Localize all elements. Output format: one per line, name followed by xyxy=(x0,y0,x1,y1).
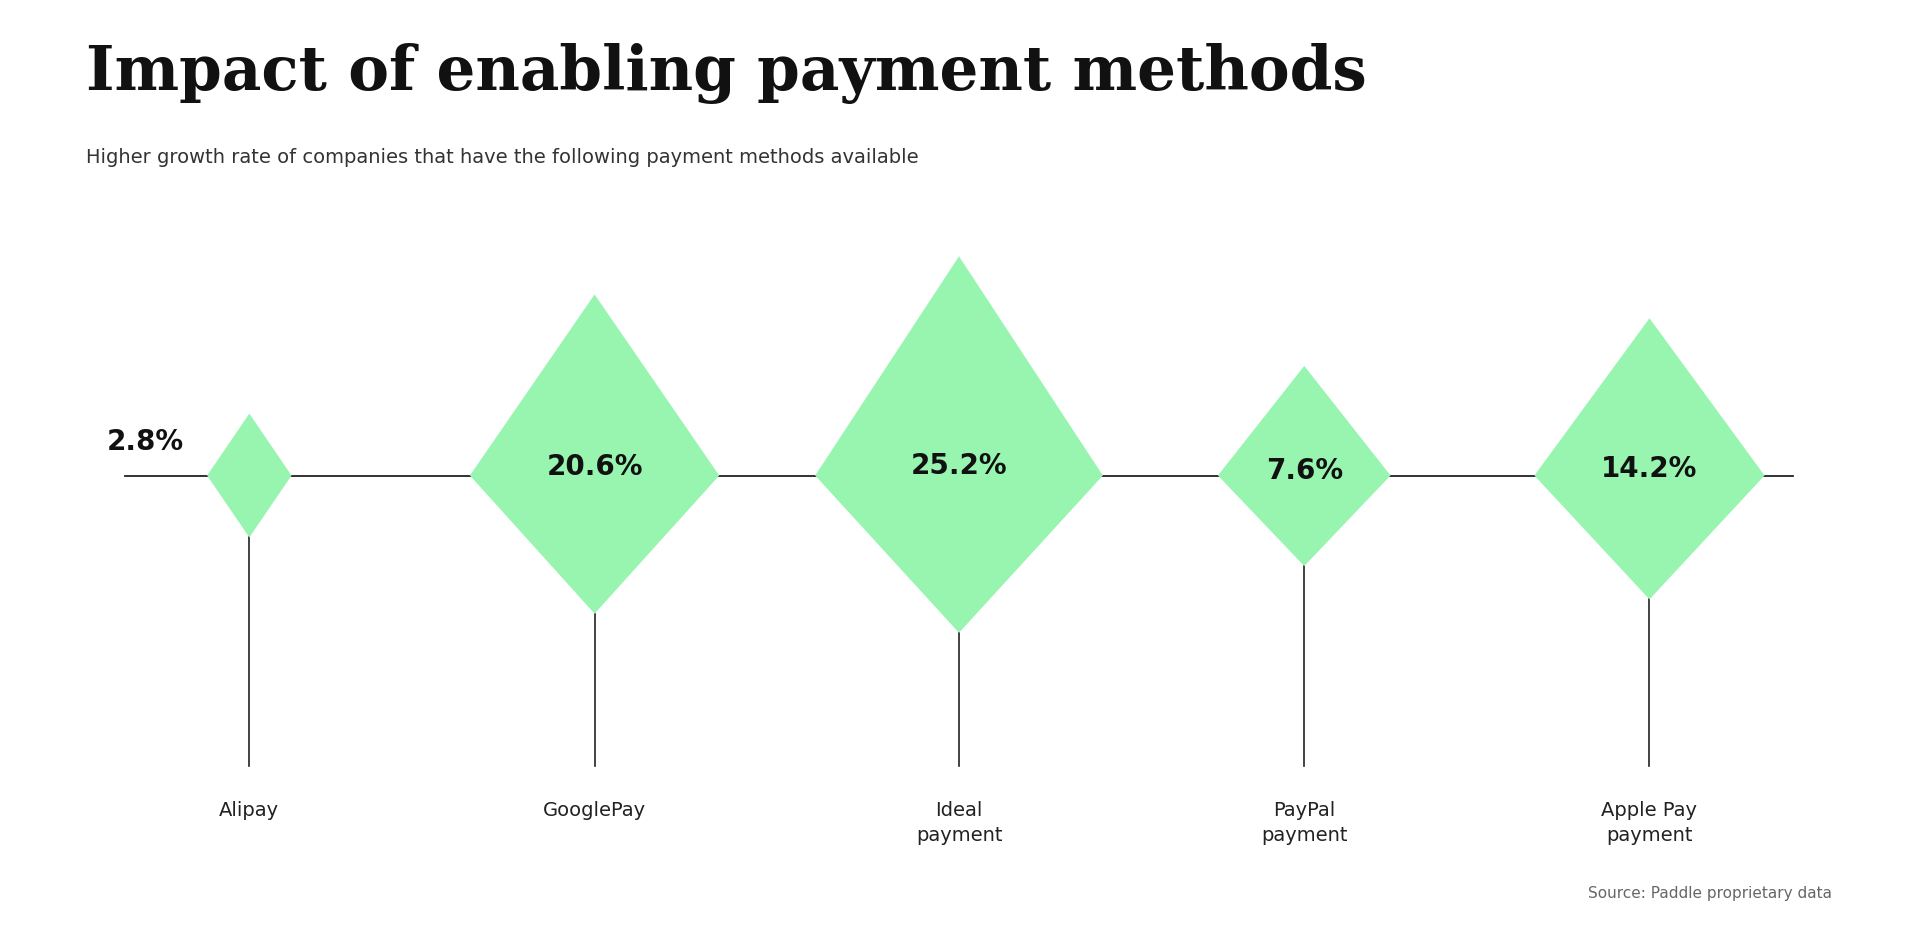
Text: 25.2%: 25.2% xyxy=(911,451,1007,479)
Text: 20.6%: 20.6% xyxy=(547,453,643,481)
Text: PayPal
payment: PayPal payment xyxy=(1260,800,1348,843)
Polygon shape xyxy=(207,414,292,538)
Polygon shape xyxy=(1534,319,1765,600)
Text: Ideal
payment: Ideal payment xyxy=(915,800,1003,843)
Text: Higher growth rate of companies that have the following payment methods availabl: Higher growth rate of companies that hav… xyxy=(86,148,919,167)
Text: Apple Pay
payment: Apple Pay payment xyxy=(1602,800,1697,843)
Polygon shape xyxy=(470,295,719,614)
Text: 7.6%: 7.6% xyxy=(1266,457,1343,485)
Text: Alipay: Alipay xyxy=(219,800,280,819)
Polygon shape xyxy=(1218,367,1391,566)
Text: 2.8%: 2.8% xyxy=(107,428,184,456)
Text: 14.2%: 14.2% xyxy=(1602,454,1697,482)
Polygon shape xyxy=(815,257,1103,633)
Text: Impact of enabling payment methods: Impact of enabling payment methods xyxy=(86,43,1368,104)
Text: Source: Paddle proprietary data: Source: Paddle proprietary data xyxy=(1588,884,1832,900)
Text: GooglePay: GooglePay xyxy=(543,800,646,819)
